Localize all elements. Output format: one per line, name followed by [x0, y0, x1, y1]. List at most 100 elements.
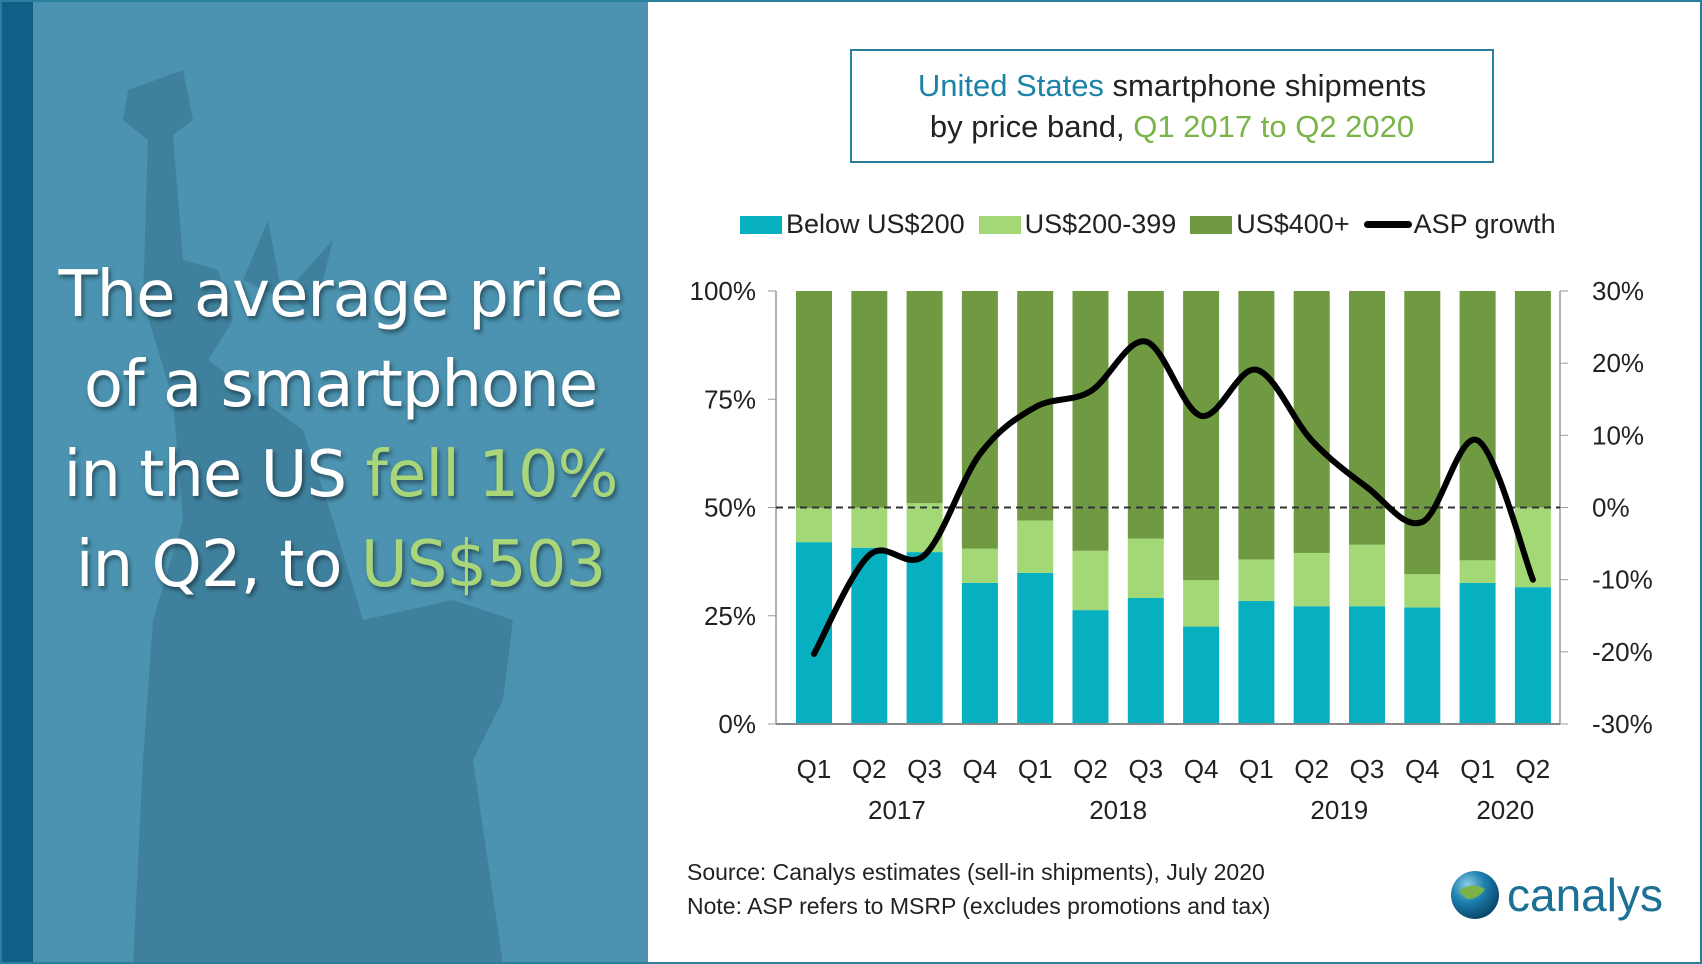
right-tick-label: 0%	[1592, 493, 1630, 523]
footnotes: Source: Canalys estimates (sell-in shipm…	[687, 855, 1270, 923]
bar-segment	[1017, 520, 1054, 573]
legend-item: US$400+	[1190, 209, 1350, 240]
bar-segment	[1293, 552, 1330, 607]
x-tick-label: Q3	[907, 754, 942, 784]
canalys-logo: canalys	[1449, 868, 1663, 922]
legend-swatch	[740, 215, 782, 234]
headline-line: in the US fell 10%	[33, 430, 648, 520]
bar-segment	[1459, 560, 1496, 583]
bar-segment	[1349, 291, 1385, 545]
title-period: Q1 2017 to Q2 2020	[1133, 109, 1415, 144]
headline-line: of a smartphone	[83, 348, 598, 422]
right-tick-label: 10%	[1592, 420, 1644, 450]
legend: Below US$200 US$200-399 US$400+ ASP grow…	[740, 209, 1562, 240]
legend-line	[1363, 221, 1412, 228]
bar-segment	[851, 291, 888, 508]
x-tick-label: Q3	[1350, 754, 1385, 784]
bar-segment	[1127, 291, 1164, 539]
left-tick-label: 75%	[704, 384, 756, 414]
bar-segment	[1072, 550, 1109, 611]
bar-segment	[796, 291, 832, 508]
legend-swatch	[1190, 215, 1233, 234]
x-tick-label: Q1	[1460, 754, 1495, 784]
chart-title: United States smartphone shipments by pr…	[850, 49, 1494, 163]
x-tick-label: Q2	[1073, 754, 1108, 784]
bar-segment	[1183, 291, 1220, 581]
x-year-label: 2019	[1310, 795, 1368, 825]
source-text: Source: Canalys estimates (sell-in shipm…	[687, 859, 1265, 885]
x-tick-label: Q1	[797, 754, 832, 784]
legend-label: ASP growth	[1413, 209, 1556, 239]
legend-label: US$400+	[1236, 209, 1350, 239]
headline-highlight: fell 10%	[365, 438, 618, 512]
bar-segment	[1127, 538, 1164, 598]
left-tick-label: 25%	[704, 601, 756, 631]
legend-label: Below US$200	[786, 209, 965, 239]
left-tick-label: 100%	[690, 276, 757, 306]
bar-segment	[961, 548, 998, 583]
right-tick-label: 20%	[1592, 348, 1644, 378]
right-tick-label: 30%	[1592, 276, 1644, 306]
title-text: smartphone shipments	[1103, 68, 1427, 103]
bar-segment	[1459, 291, 1496, 561]
bar-segment	[796, 507, 832, 543]
left-tick-label: 0%	[718, 709, 756, 739]
bar-segment	[1514, 291, 1551, 508]
bar-segment	[851, 507, 888, 548]
bar-segment	[1514, 587, 1551, 724]
legend-item: ASP growth	[1363, 209, 1556, 240]
right-tick-label: -20%	[1592, 637, 1653, 667]
x-year-label: 2018	[1089, 795, 1147, 825]
title-country: United States	[917, 68, 1104, 103]
bar-segment	[1238, 601, 1275, 724]
left-tick-label: 50%	[704, 493, 756, 523]
bar-segment	[961, 582, 998, 724]
statue-panel	[33, 0, 648, 964]
x-tick-label: Q1	[1239, 754, 1274, 784]
x-tick-label: Q4	[1184, 754, 1219, 784]
right-tick-label: -30%	[1592, 709, 1653, 739]
bar-segment	[906, 291, 943, 504]
x-tick-label: Q4	[963, 754, 998, 784]
bar-segment	[1017, 572, 1054, 724]
bar-segment	[1404, 607, 1441, 724]
logo-text: canalys	[1507, 869, 1663, 921]
x-tick-label: Q4	[1405, 754, 1440, 784]
legend-item: Below US$200	[740, 209, 965, 240]
bar-segment	[1349, 544, 1385, 607]
title-text: by price band,	[929, 109, 1134, 144]
statue-of-liberty-image	[123, 70, 513, 964]
headline-text: in Q2, to	[75, 528, 361, 602]
headline-line: The average price	[58, 258, 624, 332]
left-accent-strip	[0, 0, 33, 964]
legend-item: US$200-399	[978, 209, 1177, 240]
bar-segment	[1238, 291, 1275, 560]
bar-segment	[1404, 574, 1441, 608]
bar-segment	[1404, 291, 1441, 575]
bar-segment	[961, 291, 998, 549]
right-tick-label: -10%	[1592, 565, 1653, 595]
legend-label: US$200-399	[1024, 209, 1177, 239]
bar-segment	[1459, 582, 1496, 724]
bar-segment	[1072, 610, 1109, 724]
headline-line: in Q2, to US$503	[33, 520, 648, 610]
x-tick-label: Q2	[852, 754, 887, 784]
x-year-label: 2017	[868, 795, 926, 825]
bar-segment	[1238, 559, 1275, 602]
bar-segment	[906, 552, 943, 724]
note-text: Note: ASP refers to MSRP (excludes promo…	[687, 893, 1271, 919]
bar-segment	[1183, 626, 1220, 724]
x-year-label: 2020	[1476, 795, 1534, 825]
bar-segment	[1293, 606, 1330, 724]
headline: The average price of a smartphone in the…	[33, 250, 648, 610]
x-tick-label: Q3	[1128, 754, 1163, 784]
bar-segment	[1183, 580, 1220, 627]
bar-segment	[1127, 597, 1164, 724]
bar-segment	[1349, 606, 1385, 724]
legend-swatch	[978, 215, 1021, 234]
x-tick-label: Q1	[1018, 754, 1053, 784]
headline-highlight: US$503	[360, 528, 606, 602]
headline-text: in the US	[63, 438, 366, 512]
